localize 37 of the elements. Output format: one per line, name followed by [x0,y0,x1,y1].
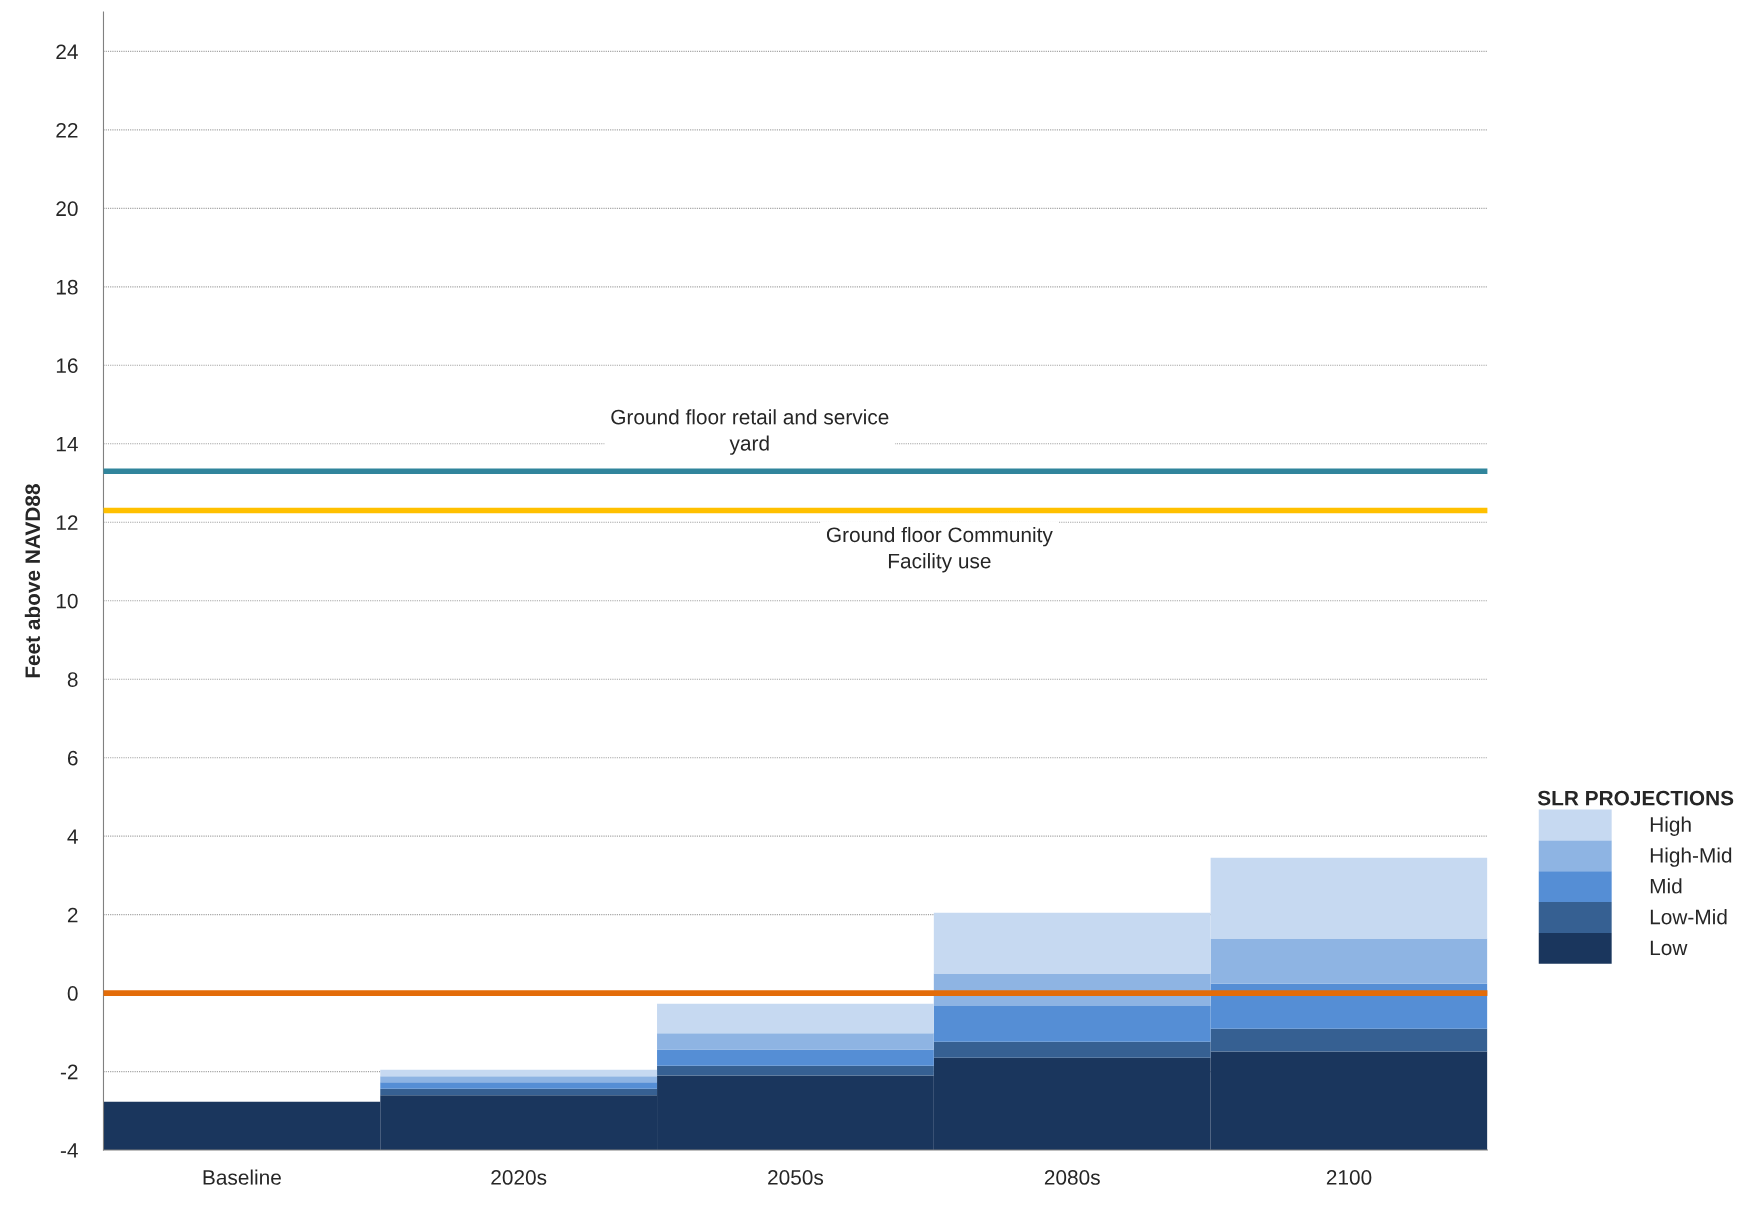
y-tick-label: 4 [67,829,78,844]
y-tick-label: 2 [67,907,78,923]
x-tick-label: 2100 [1326,1170,1372,1185]
bar [657,1049,934,1066]
y-tick-label: 0 [67,986,78,1001]
legend-label: Low [1650,940,1688,956]
x-tick-label: Baseline [203,1169,281,1185]
y-tick-label: 18 [56,279,78,295]
y-tick-label: -2 [60,1064,78,1080]
x-tick-label: 2050s [768,1170,824,1185]
bar [380,1082,658,1089]
ref-line-label: Ground floor retail and service yard [611,409,889,455]
y-tick-label: 8 [67,672,78,687]
y-tick-label: 10 [56,593,78,609]
bar [657,1065,934,1076]
bar [380,1076,658,1083]
legend-label: High-Mid [1650,847,1732,867]
legend-label: Low-Mid [1650,909,1727,925]
y-tick-label: 24 [56,44,78,59]
y-tick-label: 12 [56,515,78,530]
legend-title: SLR PROJECTIONS [1537,790,1734,806]
y-tick-label: 20 [56,201,78,217]
legend-label: High [1650,816,1691,836]
y-tick-label: 6 [67,750,78,766]
y-tick-label: -4 [60,1143,78,1158]
y-tick-label: 16 [56,358,78,374]
y-axis-title: Feet above NAVD88 [24,484,41,678]
x-tick-label: 2080s [1044,1170,1100,1185]
ref-line-label: Ground floor Community Facility use [826,526,1053,573]
legend-label: Mid [1650,878,1682,894]
y-tick-label: 22 [56,122,78,138]
bar [380,1088,658,1096]
bar [657,1033,934,1050]
bar [657,1003,934,1034]
bar [380,1069,658,1077]
x-tick-label: 2020s [491,1170,547,1185]
y-tick-label: 14 [56,437,78,452]
